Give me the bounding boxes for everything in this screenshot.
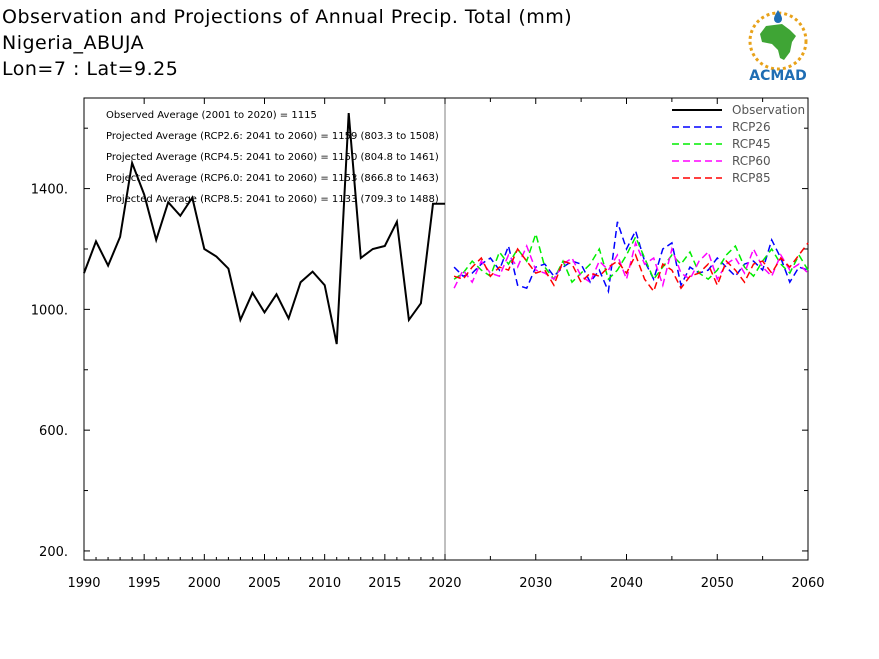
stat-line: Projected Average (RCP6.0: 2041 to 2060)…	[106, 173, 439, 184]
axis-ticks	[83, 98, 809, 560]
x-tick-label: 2050	[701, 576, 734, 591]
chart-title: Observation and Projections of Annual Pr…	[2, 6, 573, 28]
series-line-rcp45	[453, 231, 809, 284]
x-tick-label: 2030	[519, 576, 552, 591]
legend-label: RCP85	[732, 171, 771, 185]
y-axis-labels: 200. 600. 1000. 1400.	[31, 183, 68, 560]
x-tick-label: 2015	[368, 576, 401, 591]
x-axis-labels: 1990 1995 2000 2005 2010 2015 2020 2030 2040 2050…	[67, 576, 824, 591]
y-tick-label: 200.	[39, 545, 68, 560]
series-line-rcp85	[453, 242, 809, 293]
y-tick-label: 600.	[39, 424, 68, 439]
africa-shape-icon	[760, 24, 796, 60]
stat-line: Projected Average (RCP8.5: 2041 to 2060)…	[106, 194, 439, 205]
location-name: Nigeria_ABUJA	[2, 32, 145, 54]
rain-drop-icon	[774, 10, 782, 23]
y-tick-label: 1000.	[31, 303, 68, 318]
logo-ring	[748, 11, 808, 71]
x-tick-label: 2000	[188, 576, 221, 591]
legend-label: RCP26	[732, 120, 771, 134]
x-tick-label: 2005	[248, 576, 281, 591]
x-tick-label: 2010	[308, 576, 341, 591]
stat-line: Projected Average (RCP4.5: 2041 to 2060)…	[106, 152, 439, 163]
y-tick-label: 1400.	[31, 183, 68, 198]
coordinates-label: Lon=7 : Lat=9.25	[2, 58, 179, 80]
legend-label: RCP60	[732, 154, 771, 168]
series-line-rcp26	[453, 221, 809, 295]
logo-text: ACMAD	[749, 68, 807, 84]
stats-annotations: Observed Average (2001 to 2020) = 1115 Pr…	[106, 110, 439, 205]
stat-line: Projected Average (RCP2.6: 2041 to 2060)…	[106, 131, 439, 142]
acmad-logo: ACMAD	[748, 10, 808, 84]
x-tick-label: 2060	[791, 576, 824, 591]
legend-label: RCP45	[732, 137, 771, 151]
series-line-observation	[83, 113, 445, 345]
plot-frame	[83, 97, 809, 561]
legend-label: Observation	[732, 103, 805, 117]
stat-line: Observed Average (2001 to 2020) = 1115	[106, 110, 317, 121]
x-tick-label: 1995	[128, 576, 161, 591]
x-tick-label: 2020	[428, 576, 461, 591]
x-tick-label: 1990	[67, 576, 100, 591]
legend: Observation RCP26 RCP45 RCP60 RCP85	[672, 103, 805, 185]
x-tick-label: 2040	[610, 576, 643, 591]
series-layer	[83, 113, 809, 345]
